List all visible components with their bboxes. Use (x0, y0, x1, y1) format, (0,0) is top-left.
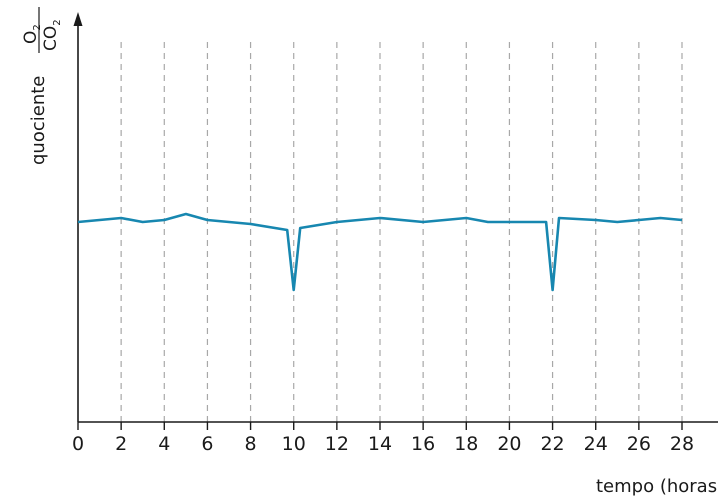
x-tick-label-2: 2 (115, 433, 127, 455)
x-axis-label: tempo (horas (596, 476, 717, 497)
y-axis-label-prefix: quociente (28, 76, 49, 165)
x-tick-label-14: 14 (368, 433, 392, 455)
y-axis-label-denominator-main: CO (41, 26, 61, 51)
y-axis-label: quociente O2 CO2 (21, 7, 63, 165)
y-axis-label-denominator: CO2 (41, 19, 63, 51)
x-tick-label-10: 10 (282, 433, 306, 455)
x-tick-label-4: 4 (158, 433, 170, 455)
x-tick-label-20: 20 (497, 433, 521, 455)
series-group (77, 212, 683, 292)
x-tick-label-12: 12 (325, 433, 349, 455)
x-tick-label-0: 0 (72, 433, 84, 455)
x-ticks (77, 422, 683, 430)
axes (73, 12, 718, 423)
x-tick-label-26: 26 (627, 433, 651, 455)
y-axis-label-numerator: O2 (21, 24, 43, 44)
x-tick-label-6: 6 (201, 433, 213, 455)
grid-lines (120, 42, 683, 422)
series-line-0 (77, 212, 683, 292)
y-axis-label-denominator-sub: 2 (52, 19, 63, 25)
x-tick-label-24: 24 (584, 433, 608, 455)
y-axis-label-numerator-main: O (21, 31, 41, 44)
x-tick-label-22: 22 (540, 433, 564, 455)
x-tick-label-28: 28 (670, 433, 694, 455)
x-tick-label-18: 18 (454, 433, 478, 455)
y-axis-label-numerator-sub: 2 (32, 24, 43, 30)
x-tick-label-8: 8 (245, 433, 257, 455)
x-tick-label-16: 16 (411, 433, 435, 455)
y-axis-arrowhead (73, 12, 83, 26)
x-tick-labels: 0 2 4 6 8 10 12 14 16 18 20 22 24 26 28 (72, 433, 694, 455)
